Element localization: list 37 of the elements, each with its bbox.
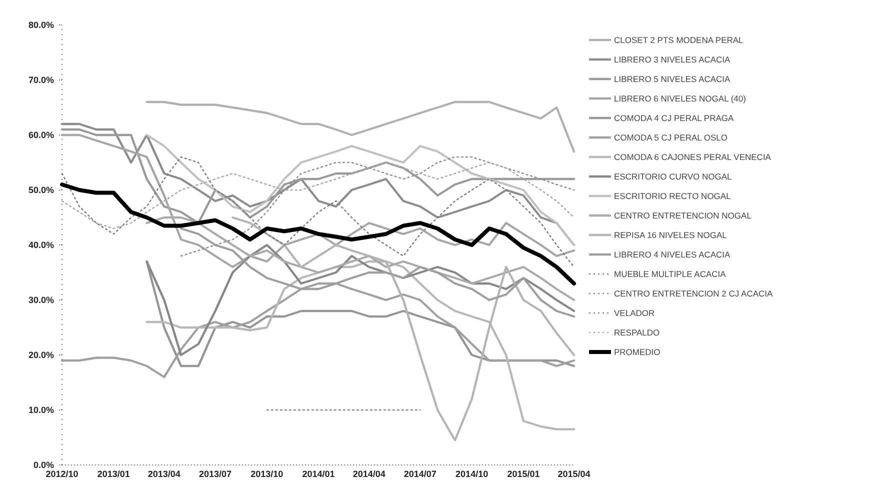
x-tick-label: 2012/10 (46, 469, 78, 479)
legend-label: CENTRO ENTRETENCION NOGAL (614, 210, 752, 220)
legend-label: ESCRITORIO RECTO NOGAL (614, 190, 732, 201)
x-tick-label: 2015/01 (507, 469, 540, 479)
y-tick-label: 40.0% (28, 240, 54, 250)
x-tick-label: 2013/07 (198, 469, 232, 479)
legend-label: ESCRITORIO CURVO NOGAL (614, 171, 732, 182)
legend-label: COMODA 6 CAJONES PERAL VENECIA (614, 152, 772, 162)
legend-label: LIBRERO 3 NIVELES ACACIA (614, 54, 731, 64)
legend-label: COMODA 4 CJ PERAL PRAGA (614, 112, 734, 123)
y-tick-label: 20.0% (28, 350, 54, 360)
legend-label: CLOSET 2 PTS MODENA PERAL (614, 34, 744, 45)
x-tick-label: 2013/01 (97, 469, 130, 479)
legend-label: LIBRERO 5 NIVELES ACACIA (614, 74, 731, 84)
y-tick-label: 50.0% (28, 185, 54, 196)
legend-label: LIBRERO 6 NIVELES NOGAL (40) (614, 93, 746, 104)
y-tick-label: 60.0% (28, 130, 54, 140)
x-tick-label: 2014/07 (404, 469, 436, 479)
legend-label: RESPALDO (614, 327, 660, 338)
legend-label: CENTRO ENTRETENCION 2 CJ ACACIA (614, 288, 774, 298)
legend-label: VELADOR (614, 308, 655, 318)
y-tick-label: 10.0% (28, 405, 54, 416)
legend-label: LIBRERO 4 NIVELES ACACIA (614, 249, 731, 260)
x-tick-label: 2014/10 (456, 469, 488, 479)
x-tick-label: 2014/04 (352, 469, 386, 479)
legend-label: MUEBLE MULTIPLE ACACIA (614, 268, 726, 279)
y-tick-label: 30.0% (28, 295, 54, 306)
legend-label: PROMEDIO (614, 346, 661, 357)
y-tick-label: 70.0% (28, 75, 54, 86)
x-tick-label: 2013/04 (148, 469, 180, 479)
legend-label: REPISA 16 NIVELES NOGAL (614, 230, 728, 240)
y-tick-label: 80.0% (28, 20, 54, 30)
x-tick-label: 2013/10 (250, 469, 284, 479)
y-tick-label: 0.0% (33, 460, 54, 470)
legend-label: COMODA 5 CJ PERAL OSLO (614, 132, 728, 142)
x-tick-label: 2014/01 (302, 469, 335, 479)
x-tick-label: 2015/04 (558, 469, 590, 479)
